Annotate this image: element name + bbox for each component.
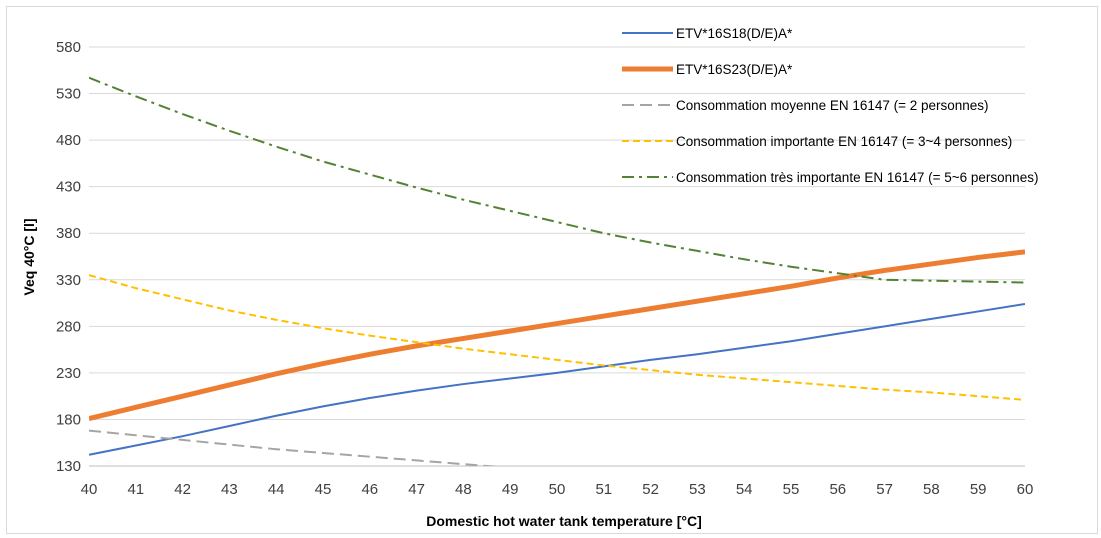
legend-label-5: Consommation très importante EN 16147 (=…	[676, 170, 1038, 185]
x-tick-label: 60	[1017, 481, 1034, 498]
x-tick-label: 55	[783, 481, 800, 498]
series-line-3	[89, 429, 500, 466]
x-tick-label: 49	[502, 481, 519, 498]
y-tick-label: 480	[56, 132, 81, 149]
y-tick-label: 580	[56, 39, 81, 56]
series-line-2	[89, 249, 1025, 421]
x-tick-label: 48	[455, 481, 472, 498]
x-tick-label: 50	[549, 481, 566, 498]
series-line-4	[89, 274, 1025, 401]
x-tick-label: 53	[689, 481, 706, 498]
y-axis-title: Veq 40°C [l]	[21, 218, 37, 295]
x-tick-label: 40	[81, 481, 98, 498]
x-tick-label: 47	[408, 481, 425, 498]
y-tick-label: 380	[56, 225, 81, 242]
y-tick-label: 180	[56, 411, 81, 428]
x-tick-label: 59	[970, 481, 987, 498]
legend-label-4: Consommation importante EN 16147 (= 3~4 …	[676, 134, 1012, 149]
x-tick-label: 45	[315, 481, 332, 498]
x-tick-label: 42	[174, 481, 191, 498]
legend-label-2: ETV*16S23(D/E)A*	[676, 62, 793, 77]
x-tick-label: 57	[876, 481, 893, 498]
x-tick-label: 52	[642, 481, 659, 498]
x-tick-label: 44	[268, 481, 285, 498]
y-tick-label: 280	[56, 318, 81, 335]
y-tick-label: 530	[56, 86, 81, 103]
x-tick-label: 41	[127, 481, 144, 498]
x-tick-label: 54	[736, 481, 753, 498]
legend-label-1: ETV*16S18(D/E)A*	[676, 26, 793, 41]
legend: ETV*16S18(D/E)A* ETV*16S23(D/E)A* Consomma…	[622, 26, 1038, 185]
x-tick-label: 43	[221, 481, 238, 498]
y-tick-label: 330	[56, 272, 81, 289]
legend-label-3: Consommation moyenne EN 16147 (= 2 perso…	[676, 98, 989, 113]
x-tick-label: 58	[923, 481, 940, 498]
y-tick-label: 230	[56, 365, 81, 382]
series-line-5	[89, 76, 1025, 284]
y-tick-label: 430	[56, 179, 81, 196]
x-tick-label: 56	[829, 481, 846, 498]
gridlines	[89, 46, 1025, 467]
x-axis-title: Domestic hot water tank temperature [°C]	[426, 513, 702, 529]
y-tick-label: 130	[56, 458, 81, 475]
x-tick-label: 51	[595, 481, 612, 498]
x-tick-label: 46	[361, 481, 378, 498]
series-line-1	[89, 302, 1025, 456]
x-tick-labels: 40 41 42 43 44 45 46 47 48 49 50 51 52 53 54 55 56 57 58 59…	[81, 481, 1034, 498]
y-tick-labels: 130 180 230 280 330 380 430 480 530 580	[56, 39, 81, 475]
plot-area	[89, 76, 1025, 466]
